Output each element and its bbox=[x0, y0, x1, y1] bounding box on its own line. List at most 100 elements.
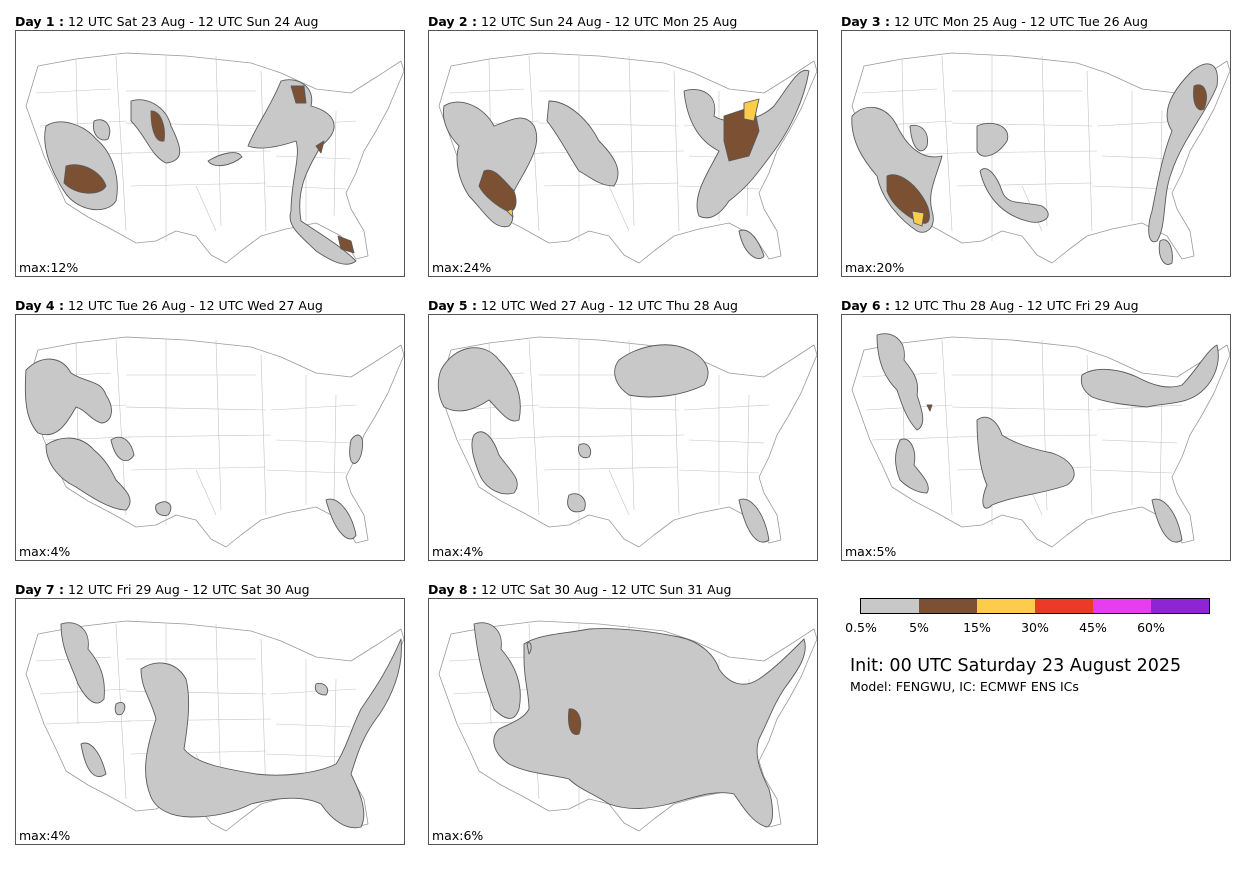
state-border bbox=[941, 339, 953, 516]
colorbar bbox=[860, 598, 1210, 614]
map-day-6: max:5% bbox=[841, 314, 1231, 561]
colorbar-segment bbox=[1151, 599, 1209, 613]
probability-region bbox=[314, 682, 329, 696]
state-border bbox=[1101, 439, 1178, 444]
panel-title: Day 1 : 12 UTC Sat 23 Aug - 12 UTC Sun 2… bbox=[15, 14, 319, 29]
panel-title: Day 3 : 12 UTC Mon 25 Aug - 12 UTC Tue 2… bbox=[841, 14, 1148, 29]
probability-region bbox=[473, 622, 521, 719]
max-label: max:5% bbox=[845, 544, 897, 559]
map-svg bbox=[438, 52, 817, 264]
probability-region bbox=[568, 708, 582, 735]
probability-region bbox=[567, 493, 586, 513]
probability-region bbox=[63, 164, 107, 194]
colorbar-segment bbox=[861, 599, 919, 613]
panel-title: Day 7 : 12 UTC Fri 29 Aug - 12 UTC Sat 3… bbox=[15, 582, 310, 597]
panel-title: Day 6 : 12 UTC Thu 28 Aug - 12 UTC Fri 2… bbox=[841, 298, 1139, 313]
map-svg bbox=[25, 52, 404, 265]
panel-title: Day 8 : 12 UTC Sat 30 Aug - 12 UTC Sun 3… bbox=[428, 582, 732, 597]
state-border bbox=[540, 150, 685, 154]
state-border bbox=[871, 436, 958, 441]
probability-region bbox=[526, 642, 532, 655]
probability-region bbox=[325, 498, 357, 540]
max-label: max:4% bbox=[19, 828, 71, 843]
probability-region bbox=[80, 742, 107, 777]
state-border bbox=[941, 55, 953, 232]
state-border bbox=[215, 623, 222, 795]
probability-region bbox=[743, 98, 760, 122]
probability-region bbox=[738, 498, 770, 543]
state-border bbox=[275, 439, 352, 444]
map-day-3: max:20% bbox=[841, 30, 1231, 277]
state-border bbox=[127, 718, 272, 722]
map-svg bbox=[851, 52, 1230, 265]
model-info-label: Model: FENGWU, IC: ECMWF ENS ICs bbox=[850, 679, 1079, 694]
map-svg bbox=[437, 336, 817, 548]
probability-region bbox=[437, 347, 521, 422]
max-label: max:20% bbox=[845, 260, 905, 275]
probability-region bbox=[546, 100, 619, 187]
state-border bbox=[215, 339, 222, 511]
max-label: max:6% bbox=[432, 828, 484, 843]
probability-region bbox=[578, 443, 592, 459]
state-border bbox=[951, 122, 1093, 127]
colorbar-label: 0.5% bbox=[845, 620, 877, 635]
colorbar-label: 30% bbox=[1021, 620, 1049, 635]
colorbar-label: 45% bbox=[1079, 620, 1107, 635]
probability-region bbox=[114, 702, 126, 716]
state-border bbox=[127, 434, 272, 438]
probability-region bbox=[471, 431, 518, 495]
coastline bbox=[438, 52, 817, 264]
probability-region bbox=[976, 416, 1075, 509]
state-border bbox=[275, 723, 352, 728]
map-day-1: max:12% bbox=[15, 30, 405, 277]
map-svg bbox=[24, 336, 404, 548]
probability-region bbox=[247, 79, 357, 265]
probability-region bbox=[911, 210, 925, 227]
colorbar-label: 60% bbox=[1137, 620, 1165, 635]
state-border bbox=[448, 88, 525, 94]
probability-region bbox=[45, 437, 131, 511]
state-border bbox=[951, 406, 1093, 411]
probability-region bbox=[1151, 498, 1183, 543]
state-border bbox=[127, 150, 272, 154]
map-svg bbox=[438, 620, 817, 832]
state-border bbox=[861, 88, 938, 94]
map-svg bbox=[851, 333, 1230, 548]
probability-region bbox=[93, 119, 111, 141]
state-border bbox=[540, 434, 685, 438]
probability-region bbox=[886, 174, 930, 224]
probability-region bbox=[506, 208, 514, 218]
colorbar-label: 5% bbox=[909, 620, 929, 635]
probability-region bbox=[493, 628, 806, 828]
colorbar-segment bbox=[1035, 599, 1093, 613]
init-time-label: Init: 00 UTC Saturday 23 August 2025 bbox=[850, 656, 1182, 676]
probability-region bbox=[315, 140, 325, 154]
probability-region bbox=[614, 344, 709, 398]
probability-region bbox=[1080, 344, 1219, 408]
map-day-4: max:4% bbox=[15, 314, 405, 561]
state-border bbox=[115, 339, 127, 516]
probability-region bbox=[478, 169, 517, 212]
state-border bbox=[543, 466, 680, 471]
probability-region bbox=[926, 404, 933, 412]
probability-region bbox=[909, 124, 928, 152]
probability-region bbox=[24, 358, 112, 436]
state-border bbox=[1086, 70, 1093, 232]
state-border bbox=[683, 404, 770, 411]
coastline bbox=[851, 52, 1230, 264]
probability-region bbox=[110, 436, 135, 462]
max-label: max:4% bbox=[432, 544, 484, 559]
state-border bbox=[608, 469, 630, 516]
state-border bbox=[688, 439, 765, 444]
probability-region bbox=[155, 501, 172, 516]
state-border bbox=[195, 185, 217, 232]
probability-region bbox=[1158, 239, 1173, 265]
probability-region bbox=[349, 434, 363, 464]
map-day-2: max:24% bbox=[428, 30, 818, 277]
state-border bbox=[260, 354, 267, 516]
max-label: max:4% bbox=[19, 544, 71, 559]
state-border bbox=[673, 70, 680, 232]
state-border bbox=[608, 185, 630, 232]
state-border bbox=[115, 55, 127, 232]
colorbar-segment bbox=[977, 599, 1035, 613]
